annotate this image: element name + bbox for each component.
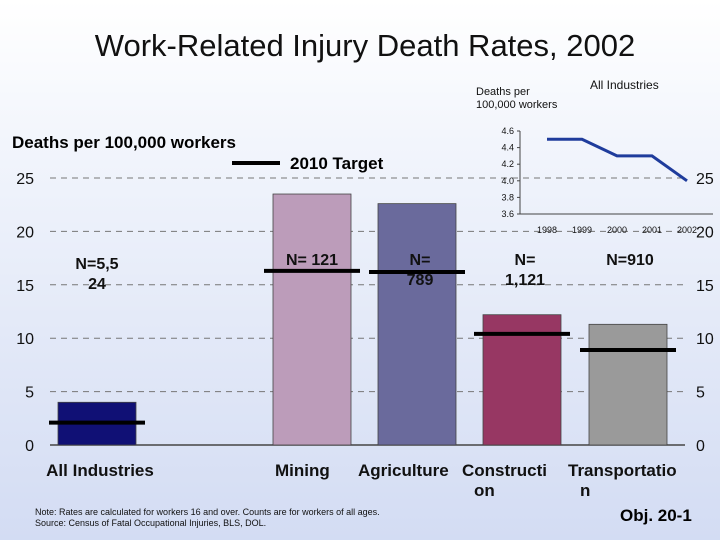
y-tick-label-right: 5 bbox=[696, 385, 705, 402]
y-tick-label-right: 15 bbox=[696, 278, 714, 295]
y-tick-label-right: 0 bbox=[696, 438, 705, 455]
bar bbox=[482, 314, 562, 446]
count-label-line: N=910 bbox=[606, 252, 654, 269]
bar bbox=[588, 323, 668, 446]
inset-x-tick-label: 1999 bbox=[572, 225, 592, 235]
category-label: Mining bbox=[275, 461, 355, 481]
inset-title: All Industries bbox=[590, 78, 659, 92]
count-label-line: N= bbox=[409, 252, 431, 269]
category-label-line: Agriculture bbox=[358, 461, 449, 480]
inset-x-tick-label: 2001 bbox=[642, 225, 662, 235]
y-tick-label-left: 25 bbox=[16, 171, 34, 188]
footnote-note: Note: Rates are calculated for workers 1… bbox=[35, 507, 380, 517]
inset-y-tick-label: 4.2 bbox=[501, 159, 514, 169]
count-label: N= 1,121 bbox=[480, 251, 570, 291]
slide-title: Work-Related Injury Death Rates, 2002 bbox=[94, 28, 636, 63]
y-tick-label-left: 20 bbox=[16, 224, 34, 241]
category-label: Transportatio n bbox=[568, 461, 708, 501]
category-label: All Industries bbox=[30, 461, 170, 481]
inset-y-tick-label: 4.0 bbox=[501, 176, 514, 186]
y-tick-label-right: 20 bbox=[696, 224, 714, 241]
count-label: N=5,5 24 bbox=[55, 255, 139, 295]
count-label-line: N=5,5 bbox=[75, 256, 119, 273]
inset-y-axis-title: Deaths per 100,000 workers bbox=[476, 86, 558, 111]
count-label: N=910 bbox=[585, 251, 675, 271]
inset-x-tick-label: 2000 bbox=[607, 225, 627, 235]
y-axis-title: Deaths per 100,000 workers bbox=[12, 133, 236, 152]
inset-series-line bbox=[547, 137, 688, 183]
y-tick-label-right: 25 bbox=[696, 171, 714, 188]
inset-y-tick-label: 4.4 bbox=[501, 143, 514, 153]
y-tick-label-left: 10 bbox=[16, 331, 34, 348]
category-label-line: Transportatio bbox=[568, 461, 677, 480]
count-label-line: 789 bbox=[406, 272, 434, 289]
count-label: N= 789 bbox=[380, 251, 460, 291]
category-label-line: on bbox=[474, 481, 495, 500]
y-tick-label-left: 0 bbox=[25, 438, 34, 455]
objective-label: Obj. 20-1 bbox=[620, 506, 692, 525]
bar bbox=[272, 193, 352, 446]
count-label-line: 24 bbox=[88, 276, 106, 293]
category-label-line: All Industries bbox=[46, 461, 154, 480]
y-tick-label-right: 10 bbox=[696, 331, 714, 348]
y-tick-label-left: 15 bbox=[16, 278, 34, 295]
category-label-line: Constructi bbox=[462, 461, 547, 480]
inset-y-tick-label: 4.6 bbox=[501, 126, 514, 136]
inset-x-tick-label: 1998 bbox=[537, 225, 557, 235]
count-label-line: N= bbox=[514, 252, 536, 269]
footnote: Note: Rates are calculated for workers 1… bbox=[35, 507, 380, 529]
footnote-source: Source: Census of Fatal Occupational Inj… bbox=[35, 518, 267, 528]
count-label: N= 121 bbox=[260, 251, 364, 271]
inset-y-tick-label: 3.6 bbox=[501, 209, 514, 219]
category-label-line: Mining bbox=[275, 461, 330, 480]
inset-y-tick-label: 3.8 bbox=[501, 192, 514, 202]
count-label-line: 1,121 bbox=[504, 272, 546, 289]
category-label: Constructi on bbox=[462, 461, 572, 501]
category-label-line: n bbox=[580, 481, 591, 500]
y-tick-label-left: 5 bbox=[25, 385, 34, 402]
category-label: Agriculture bbox=[358, 461, 468, 481]
target-legend-label: 2010 Target bbox=[290, 154, 384, 173]
count-label-line: N= 121 bbox=[285, 252, 339, 269]
bar bbox=[377, 203, 457, 446]
inset-x-tick-label: 2002 bbox=[677, 225, 697, 235]
